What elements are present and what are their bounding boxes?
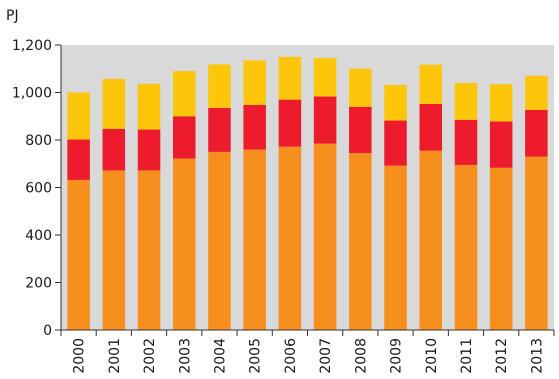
bar-segment-2005-series-2 <box>243 104 266 150</box>
bar-segment-2001-series-2 <box>102 128 126 171</box>
y-tick-label: 1,200 <box>12 38 52 54</box>
bar-segment-2008-series-3 <box>349 68 372 107</box>
bar-segment-2002-series-3 <box>137 83 161 130</box>
x-tick-label-2003: 2003 <box>177 338 193 374</box>
y-tick-label: 800 <box>25 133 52 149</box>
bar-segment-2010-series-2 <box>419 103 443 151</box>
y-tick-label: 200 <box>25 276 52 292</box>
bar-segment-2008-series-2 <box>349 106 372 154</box>
x-tick-label-2013: 2013 <box>529 338 545 374</box>
bar-segment-2006-series-1 <box>278 146 302 330</box>
bar-segment-2012-series-1 <box>489 167 513 330</box>
bar-segment-2000-series-2 <box>67 139 90 180</box>
y-tick-label: 1,000 <box>12 86 52 102</box>
x-tick-label-2012: 2012 <box>494 338 510 374</box>
bar-segment-2013-series-3 <box>525 75 548 110</box>
bar-segment-2002-series-2 <box>137 129 161 171</box>
bar-segment-2013-series-2 <box>525 109 548 157</box>
bar-segment-2012-series-3 <box>489 84 513 122</box>
bar-segment-2002-series-1 <box>137 170 161 330</box>
bar-segment-2004-series-3 <box>208 64 231 108</box>
x-tick-label-2007: 2007 <box>318 338 334 374</box>
bar-segment-2007-series-2 <box>313 96 337 144</box>
x-tick-label-2001: 2001 <box>107 338 123 374</box>
x-tick-label-2011: 2011 <box>459 338 475 374</box>
bar-segment-2005-series-1 <box>243 149 266 330</box>
bar-segment-2004-series-2 <box>208 107 231 152</box>
x-tick-label-2000: 2000 <box>72 338 88 374</box>
bar-segment-2003-series-3 <box>172 71 196 117</box>
bar-segment-2004-series-1 <box>208 151 231 331</box>
x-tick-label-2004: 2004 <box>212 338 228 374</box>
bar-segment-2011-series-3 <box>454 83 478 120</box>
bar-segment-2008-series-1 <box>349 153 372 330</box>
y-tick-label: 0 <box>43 323 52 339</box>
bar-segment-2006-series-3 <box>278 56 302 100</box>
bar-segment-2000-series-3 <box>67 92 90 140</box>
x-tick-label-2005: 2005 <box>248 338 264 374</box>
plot-background <box>61 45 554 330</box>
bar-segment-2007-series-3 <box>313 58 337 97</box>
bar-segment-2011-series-2 <box>454 119 478 165</box>
bar-segment-2009-series-2 <box>384 120 407 166</box>
bar-segment-2005-series-3 <box>243 60 266 105</box>
bar-segment-2003-series-2 <box>172 116 196 159</box>
bars-group <box>67 56 548 331</box>
bar-segment-2010-series-1 <box>419 150 443 330</box>
x-tick-label-2010: 2010 <box>424 338 440 374</box>
bar-segment-2000-series-1 <box>67 179 90 330</box>
y-axis: 0 200 400 600 800 1,000 1,200 <box>12 38 62 339</box>
bar-segment-2007-series-1 <box>313 143 337 330</box>
bar-segment-2011-series-1 <box>454 164 478 330</box>
x-tick-label-2008: 2008 <box>353 338 369 374</box>
x-tick-label-2006: 2006 <box>283 338 299 374</box>
bar-segment-2013-series-1 <box>525 156 548 330</box>
bar-segment-2003-series-1 <box>172 158 196 330</box>
y-tick-label: 400 <box>25 228 52 244</box>
bar-segment-2001-series-3 <box>102 78 126 129</box>
bar-segment-2010-series-3 <box>419 64 443 104</box>
bar-segment-2006-series-2 <box>278 99 302 147</box>
y-tick-label: 600 <box>25 181 52 197</box>
unit-label: PJ <box>6 8 19 24</box>
x-axis: 2000 2001 2002 2003 2004 2005 2006 2007 2008 2009… <box>60 329 555 374</box>
bar-segment-2009-series-3 <box>384 84 407 121</box>
bar-segment-2009-series-1 <box>384 165 407 330</box>
x-tick-label-2009: 2009 <box>389 338 405 374</box>
bar-segment-2001-series-1 <box>102 170 126 330</box>
bar-segment-2012-series-2 <box>489 121 513 168</box>
x-tick-label-2002: 2002 <box>142 338 158 374</box>
